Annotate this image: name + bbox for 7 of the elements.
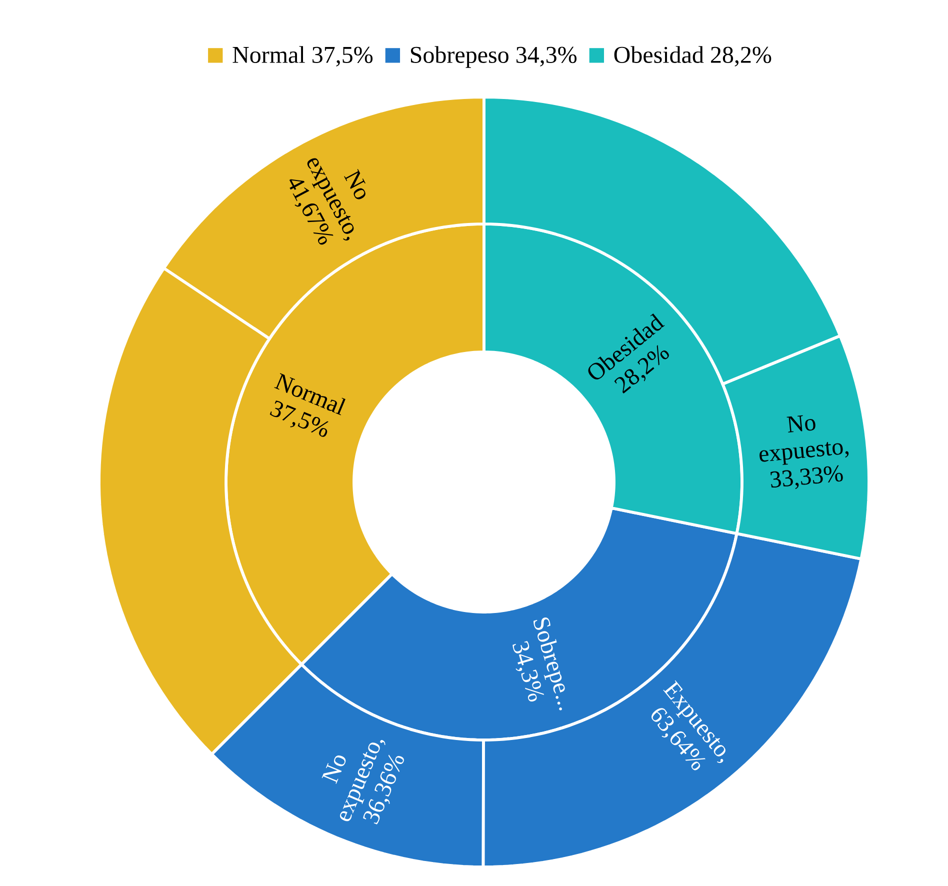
text: 37,5% — [312, 46, 373, 66]
legend-label: Obesidad — [614, 46, 704, 63]
text: 28,2% — [711, 46, 772, 66]
legend-label: Sobrepeso — [410, 46, 508, 68]
text: 34,3% — [516, 46, 577, 66]
text: No expuesto, 33,33% — [760, 415, 849, 490]
legend-label: Normal — [232, 46, 305, 63]
